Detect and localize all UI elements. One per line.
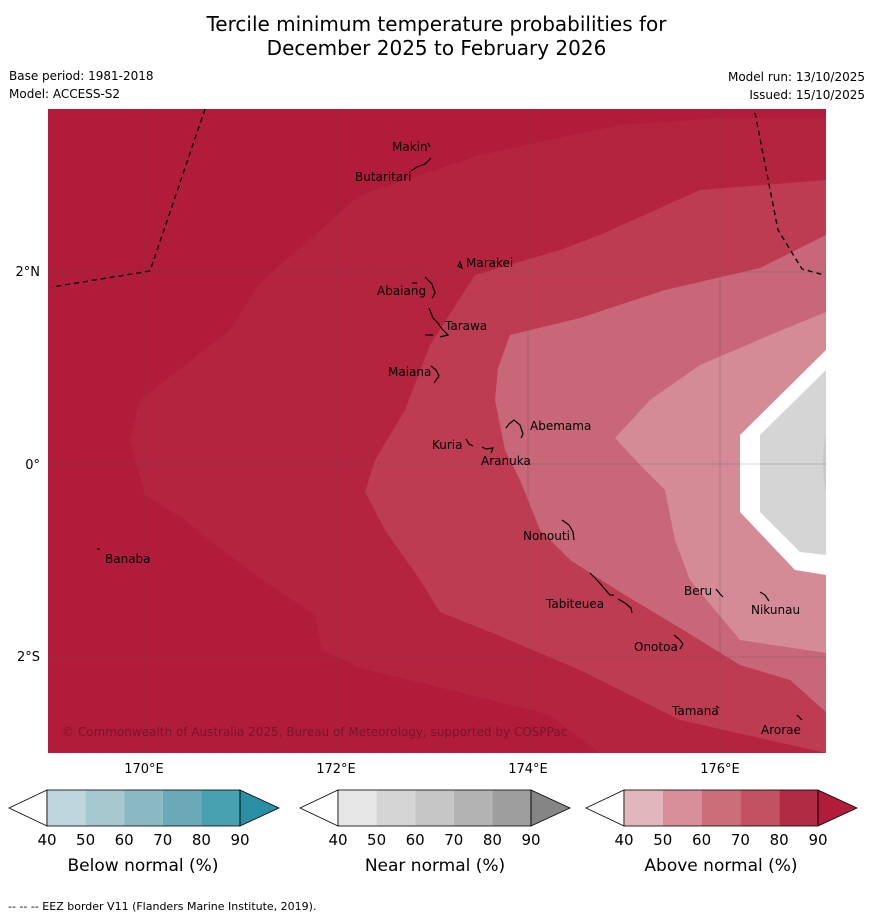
eez-footnote: -- -- -- EEZ border V11 (Flanders Marine… [8, 900, 317, 913]
place-banaba: Banaba [105, 552, 151, 566]
colorbar-below-tick: 60 [115, 831, 134, 849]
colorbar-above-tick: 70 [731, 831, 750, 849]
colorbar-below-segment-60-70 [124, 790, 163, 826]
colorbar-above-tick: 40 [614, 831, 633, 849]
colorbar-below-tick: 70 [153, 831, 172, 849]
place-marakei: Marakei [466, 256, 513, 270]
colorbar-near-tick: 60 [406, 831, 425, 849]
place-tabiteuea: Tabiteuea [545, 597, 604, 611]
colorbar-near-segment-40-50 [338, 790, 377, 826]
title-line-1: Tercile minimum temperature probabilitie… [206, 12, 667, 36]
colorbar-near-tick: 40 [328, 831, 347, 849]
eez-border [51, 108, 825, 288]
colorbar-above-tick: 50 [653, 831, 672, 849]
map-title: Tercile minimum temperature probabilitie… [0, 12, 873, 60]
copyright-text: © Commonwealth of Australia 2025, Bureau… [62, 725, 567, 739]
colorbar-above-segment-60-70 [701, 790, 741, 826]
title-line-2: December 2025 to February 2026 [266, 36, 607, 60]
colorbar-below-min-extend [8, 789, 48, 827]
colorbar-below-segment-40-50 [47, 790, 86, 826]
colorbar-near-tick: 90 [521, 831, 540, 849]
lon-tick-176e: 176°E [700, 762, 740, 777]
lat-tick-2n: 2°N [16, 265, 41, 280]
colorbar-near-tick: 50 [367, 831, 386, 849]
issued-date: Issued: 15/10/2025 [749, 88, 865, 102]
place-maiana: Maiana [388, 365, 431, 379]
colorbar-below-tick: 90 [230, 831, 249, 849]
colorbar-above-label: Above normal (%) [644, 856, 797, 876]
lat-tick-0: 0° [25, 458, 40, 473]
lon-tick-174e: 174°E [508, 762, 548, 777]
place-onotoa: Onotoa [634, 640, 678, 654]
colorbar-below-segment-70-80 [162, 790, 202, 826]
colorbar-near-segment-50-60 [376, 790, 416, 826]
contour-50-60 [615, 312, 826, 653]
place-labels: Makin Butaritari Marakei Abaiang Tarawa … [105, 140, 801, 737]
colorbar-below-tick: 80 [192, 831, 211, 849]
colorbar-below-label: Below normal (%) [68, 856, 219, 876]
colorbar-near-label: Near normal (%) [365, 856, 505, 876]
colorbar-above-segment-50-60 [662, 790, 702, 826]
place-makin: Makin [392, 140, 428, 154]
place-tarawa: Tarawa [444, 319, 487, 333]
lat-tick-2s: 2°S [17, 650, 40, 665]
place-beru: Beru [684, 584, 712, 598]
colorbar-below-tick: 50 [76, 831, 95, 849]
colorbar-near-tick: 70 [444, 831, 463, 849]
longitude-ticks: 170°E 172°E 174°E 176°E [124, 762, 740, 777]
place-abemama: Abemama [530, 419, 591, 433]
place-tamana: Tamana [671, 704, 719, 718]
lon-tick-172e: 172°E [316, 762, 356, 777]
place-butaritari: Butaritari [355, 170, 412, 184]
model-name: Model: ACCESS-S2 [9, 87, 121, 101]
colorbar-above-min-extend [585, 789, 625, 827]
colorbar-near-normal: 40 50 60 70 80 90 Near normal (%) [299, 789, 571, 876]
model-run-date: Model run: 13/10/2025 [727, 70, 865, 84]
colorbar-near-max-extend [530, 789, 571, 827]
colorbar-above-segment-40-50 [624, 790, 663, 826]
place-arorae: Arorae [761, 723, 801, 737]
probability-contours [48, 109, 826, 753]
colorbar-below-segment-80-90 [201, 790, 240, 826]
colorbar-near-segment-60-70 [415, 790, 454, 826]
island-outlines [97, 142, 803, 721]
place-nonouti: Nonouti [523, 529, 570, 543]
colorbar-above-max-extend [817, 789, 858, 827]
colorbar-above-tick: 90 [808, 831, 827, 849]
graticule [48, 109, 826, 753]
colorbar-above-tick: 80 [770, 831, 789, 849]
base-period: Base period: 1981-2018 [9, 69, 154, 83]
colorbar-near-segment-80-90 [492, 790, 531, 826]
contour-near-normal-50-60 [760, 370, 826, 555]
contour-near-normal-60-70 [823, 432, 826, 495]
place-abaiang: Abaiang [377, 284, 426, 298]
colorbar-below-segment-50-60 [85, 790, 125, 826]
colorbar-above-tick: 60 [692, 831, 711, 849]
colorbar-below-tick: 40 [37, 831, 56, 849]
colorbar-near-min-extend [299, 789, 339, 827]
latitude-ticks: 2°N 0° 2°S [16, 265, 41, 665]
colorbar-above-normal: 40 50 60 70 80 90 Above normal (%) [585, 789, 858, 876]
place-aranuka: Aranuka [481, 454, 531, 468]
colorbar-near-tick: 80 [483, 831, 502, 849]
colorbar-above-segment-70-80 [740, 790, 780, 826]
lon-tick-170e: 170°E [124, 762, 164, 777]
colorbar-above-segment-80-90 [779, 790, 818, 826]
place-kuria: Kuria [432, 438, 463, 452]
colorbar-below-normal: 40 50 60 70 80 90 Below normal (%) [8, 789, 280, 876]
place-nikunau: Nikunau [751, 603, 800, 617]
colorbar-below-max-extend [239, 789, 280, 827]
colorbar-near-segment-70-80 [453, 790, 493, 826]
